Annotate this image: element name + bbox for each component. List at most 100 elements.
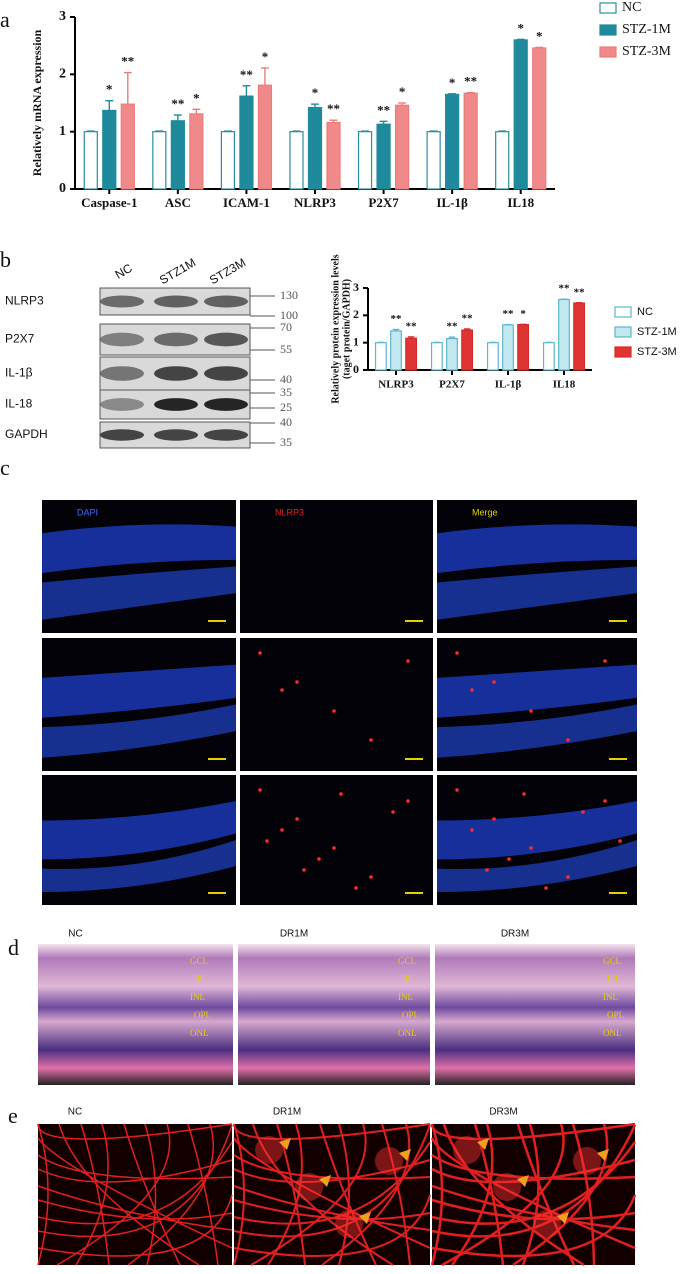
red-signal: [280, 828, 284, 832]
layer-label: GCL: [603, 956, 621, 966]
nuclear-layer: [42, 524, 236, 574]
group-label: DR3M: [501, 929, 529, 940]
layer-label: OPL: [194, 1010, 211, 1020]
channel-label: NLRP3: [275, 507, 304, 517]
marker-label: 25: [280, 400, 292, 414]
legend-label: NC: [637, 306, 653, 318]
bar: [430, 342, 443, 371]
he-image: [435, 944, 635, 1085]
significance-mark: *: [262, 49, 269, 64]
bar: [517, 324, 530, 371]
bar: [513, 39, 528, 190]
red-signal: [295, 680, 299, 684]
x-tick-label: ICAM-1: [223, 195, 270, 210]
vessel: [431, 1123, 636, 1266]
lane-label: STZ1M: [157, 255, 198, 287]
nuclear-layer: [42, 704, 236, 758]
bar: [445, 93, 460, 190]
red-signal: [369, 738, 373, 742]
red-signal: [470, 688, 474, 692]
blot-band: [100, 429, 144, 441]
layer-label: IPL: [194, 974, 208, 984]
x-tick-label: NLRP3: [294, 195, 336, 210]
significance-mark: **: [377, 102, 390, 117]
legend-label: STZ-3M: [622, 44, 672, 59]
blot-band: [204, 429, 248, 441]
leakage: [375, 1147, 403, 1175]
layer-label: GCL: [190, 956, 208, 966]
layer-label: ONL: [603, 1028, 622, 1038]
significance-mark: **: [121, 54, 134, 69]
legend-swatch: [614, 306, 632, 318]
bar: [102, 109, 117, 190]
leakage: [493, 1173, 521, 1201]
marker-label: 55: [280, 342, 292, 356]
blot-row-label: P2X7: [5, 332, 35, 346]
y-axis-label: (taget protein/GAPDH): [341, 279, 352, 379]
group-label: NC: [68, 929, 82, 940]
significance-mark: **: [464, 74, 477, 89]
red-signal: [332, 846, 336, 850]
bar: [307, 106, 323, 190]
blot-band: [204, 366, 248, 381]
blot-band: [154, 332, 198, 347]
marker-label: 100: [280, 308, 298, 322]
bar: [289, 131, 304, 190]
group-label: NC: [68, 1107, 82, 1118]
bar: [120, 103, 135, 190]
group-label: DR3M: [489, 1107, 517, 1118]
x-tick-label: P2X7: [439, 379, 465, 391]
channel-label: DAPI: [77, 507, 98, 517]
y-tick-label: 2: [353, 307, 359, 321]
group-label: DR1M: [280, 929, 308, 940]
y-tick-label: 2: [59, 67, 66, 82]
x-tick-label: IL18: [507, 195, 534, 210]
arrowhead: [279, 1138, 291, 1150]
marker-label: 35: [280, 385, 292, 399]
significance-mark: *: [536, 28, 543, 43]
layer-label: ONL: [398, 1028, 417, 1038]
blot-band: [154, 429, 198, 441]
red-signal: [258, 788, 262, 792]
bar: [532, 47, 547, 190]
vessel: [233, 1123, 431, 1266]
blot-row-label: NLRP3: [5, 294, 44, 308]
red-signal: [302, 868, 306, 872]
bar: [486, 342, 499, 371]
bar: [405, 337, 418, 371]
bar: [257, 84, 273, 190]
nuclear-layer: [437, 840, 637, 892]
if-image: [240, 500, 433, 633]
x-tick-label: P2X7: [368, 195, 399, 210]
legend-label: NC: [622, 0, 641, 15]
red-signal: [354, 886, 358, 890]
red-signal: [317, 857, 321, 861]
red-signal: [339, 792, 343, 796]
red-signal: [603, 799, 607, 803]
blot-band: [204, 295, 248, 308]
vessel-image: [38, 1124, 232, 1265]
blot-band: [100, 332, 144, 347]
blot-band: [100, 295, 144, 308]
bar: [326, 121, 341, 190]
bar: [170, 120, 185, 190]
blot-band: [154, 295, 198, 308]
bar: [374, 342, 387, 371]
legend-label: STZ-1M: [637, 326, 677, 338]
vessel: [431, 1123, 636, 1266]
layer-label: IPL: [402, 974, 416, 984]
blot-band: [100, 398, 144, 411]
bar: [502, 324, 514, 371]
red-signal: [265, 839, 269, 843]
bar: [220, 131, 236, 190]
significance-mark: **: [240, 67, 253, 82]
blot-band: [154, 366, 198, 381]
blot-band: [100, 366, 144, 381]
x-tick-label: IL-1β: [436, 195, 468, 210]
bar: [542, 342, 555, 371]
red-signal: [332, 709, 336, 713]
red-signal: [391, 810, 395, 814]
significance-mark: **: [447, 321, 459, 333]
y-tick-label: 0: [59, 181, 66, 196]
legend-swatch: [599, 2, 617, 14]
